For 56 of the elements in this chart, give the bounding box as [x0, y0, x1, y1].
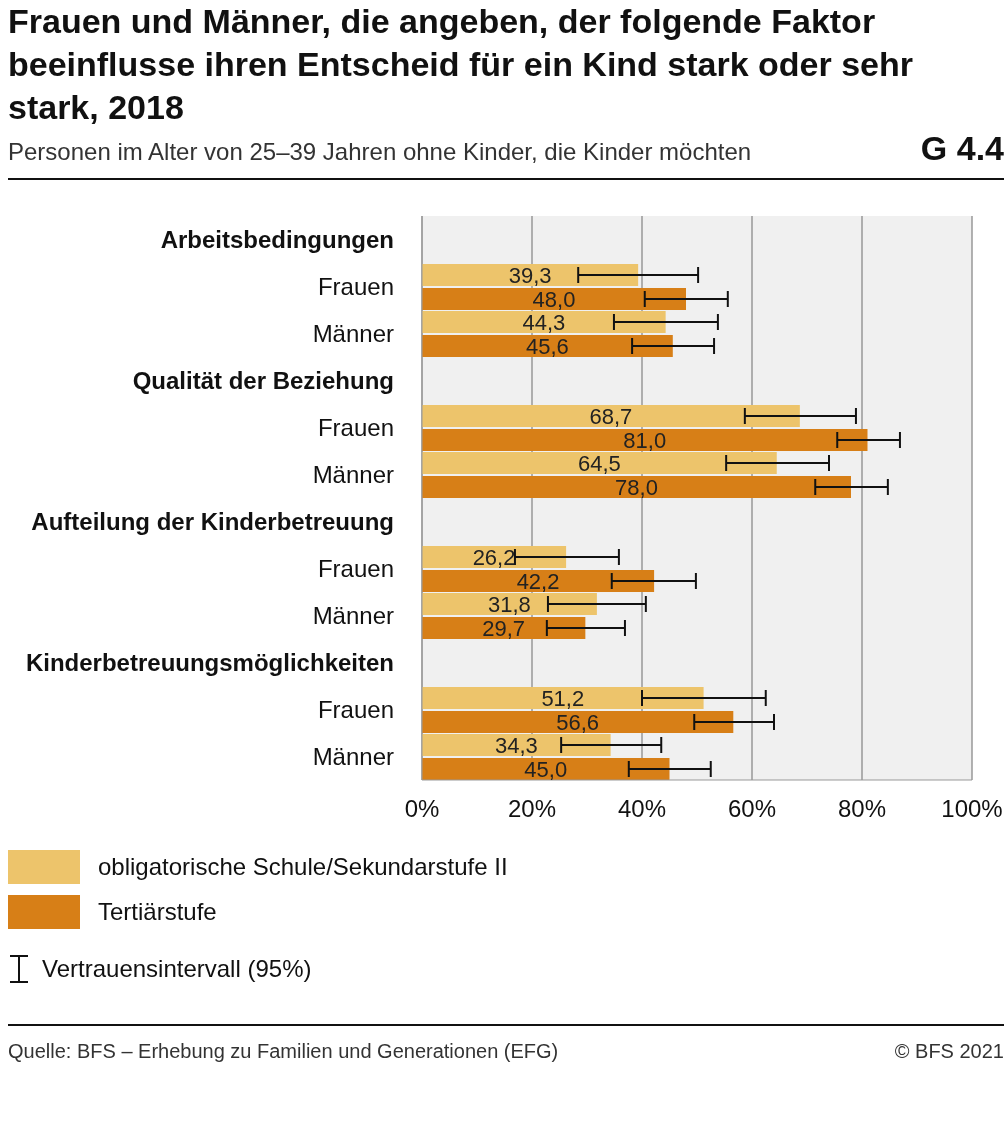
y-tick-label: Frauen: [317, 413, 394, 441]
bar: [422, 288, 686, 310]
x-tick-label: 60%: [727, 795, 777, 823]
text: G 4.4: [920, 129, 1004, 168]
bar: [422, 617, 586, 639]
x-tick-label: 80%: [837, 795, 887, 823]
data-label: 78,0: [615, 474, 658, 500]
legend-label: obligatorische Schule/Sekundarstufe II: [98, 852, 508, 881]
data-label: 64,5: [577, 450, 621, 476]
data-label: 31,8: [488, 591, 531, 617]
data-label: 42,2: [516, 568, 560, 594]
bar: [422, 593, 597, 615]
legend-label: Tertiärstufe: [98, 897, 217, 926]
bar: [422, 687, 704, 709]
bar: [422, 264, 639, 286]
y-tick-label: Arbeitsbedingungen: [160, 225, 394, 253]
data-label: 48,0: [532, 286, 576, 312]
text: © BFS 2021: [894, 1040, 1004, 1063]
bar: [422, 311, 666, 333]
y-tick-label: Männer: [312, 742, 395, 770]
y-tick-label: Männer: [312, 319, 395, 347]
data-label: 44,3: [522, 309, 566, 335]
y-tick-label: Kinderbetreuungsmöglichkeiten: [25, 648, 394, 676]
bar: [422, 734, 611, 756]
data-label: 68,7: [589, 403, 633, 429]
x-tick-label: 20%: [507, 795, 557, 823]
data-label: 51,2: [541, 685, 585, 711]
x-tick-label: 0%: [404, 795, 440, 823]
y-tick-label: Frauen: [317, 272, 394, 300]
chart-title: Frauen und Männer, die angeben, der folgende Faktor beeinflusse ihren Entscheid für ein Kind stark oder sehr stark, 2018: [8, 1, 914, 128]
y-tick-label: Qualität der Beziehung: [132, 366, 394, 394]
y-tick-label: Frauen: [317, 695, 394, 723]
y-tick-label: Männer: [312, 460, 395, 488]
data-label: 56,6: [556, 709, 600, 735]
data-label: 39,3: [508, 262, 552, 288]
data-label: 45,0: [524, 756, 568, 782]
bar: [422, 429, 868, 451]
bar: [422, 758, 670, 780]
bar: [422, 452, 777, 474]
y-tick-label: Männer: [312, 601, 395, 629]
bar: [422, 476, 851, 498]
y-tick-label: Frauen: [317, 554, 394, 582]
bar: [422, 570, 655, 592]
data-label: 34,3: [494, 732, 538, 758]
data-label: 45,6: [525, 333, 569, 359]
data-label: 81,0: [623, 427, 667, 453]
source-note: Quelle: BFS – Erhebung zu Familien und Generationen (EFG): [8, 1040, 559, 1063]
bar: [422, 335, 673, 357]
chart-subtitle: Personen im Alter von 25–39 Jahren ohne Kinder, die Kinder möchten: [8, 138, 752, 166]
x-tick-label: 100%: [941, 795, 1003, 823]
x-tick-label: 40%: [617, 795, 667, 823]
bar: [422, 405, 800, 427]
y-tick-label: Aufteilung der Kinderbetreuung: [31, 507, 394, 535]
text: Vertrauensintervall (95%): [42, 955, 312, 983]
bar: [422, 711, 734, 733]
data-label: 29,7: [482, 615, 526, 641]
